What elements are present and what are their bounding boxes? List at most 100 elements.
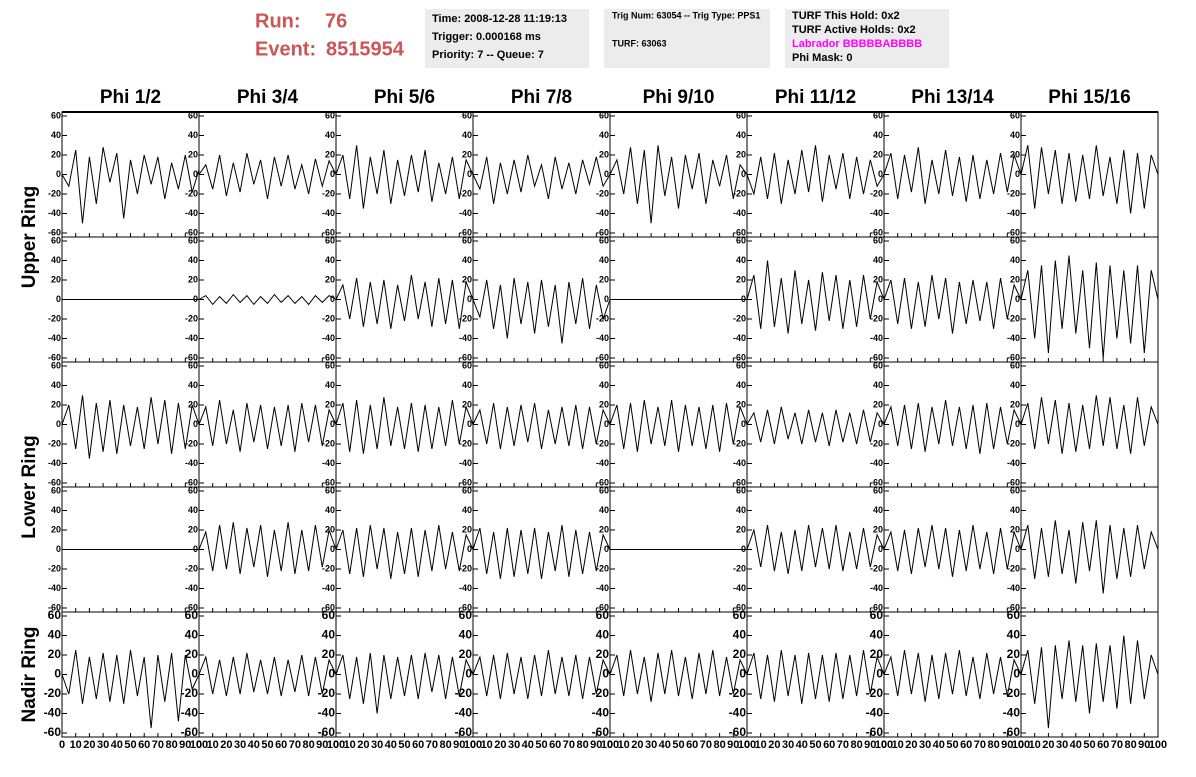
panel-frame	[335, 236, 474, 363]
y-tick-label: -40	[44, 706, 62, 720]
panel-frame	[472, 611, 611, 738]
waveform	[609, 145, 748, 224]
x-tick-label: 80	[302, 739, 314, 751]
y-tick-label: 20	[462, 149, 472, 159]
y-tick-label: -60	[459, 602, 472, 612]
waveform	[198, 152, 337, 199]
y-tick-label: 0	[741, 419, 746, 429]
y-tick-label: 40	[48, 628, 62, 642]
y-tick-label: 0	[467, 544, 472, 554]
x-tick-label: 0	[744, 739, 750, 751]
column-header: Phi 5/6	[374, 87, 435, 108]
panel-frame	[472, 486, 611, 613]
y-tick-label: 0	[604, 169, 609, 179]
y-tick-label: 40	[462, 380, 472, 390]
y-tick-label: 20	[873, 149, 883, 159]
y-tick-label: 20	[325, 524, 335, 534]
y-tick-label: -40	[1003, 706, 1021, 720]
x-tick-label: 100	[601, 739, 619, 751]
x-tick-label: 10	[892, 739, 904, 751]
y-tick-label: 40	[599, 255, 609, 265]
x-tick-label: 100	[738, 739, 756, 751]
y-tick-label: -20	[1007, 563, 1020, 573]
x-tick-label: 0	[1018, 739, 1024, 751]
y-tick-label: -20	[48, 438, 61, 448]
y-tick-label: -60	[596, 352, 609, 362]
y-tick-label: 40	[188, 380, 198, 390]
y-tick-label: -20	[870, 313, 883, 323]
y-tick-label: 20	[462, 524, 472, 534]
waveform	[61, 395, 200, 459]
y-tick-label: 60	[870, 608, 884, 622]
y-tick-label: 0	[56, 544, 61, 554]
y-tick-label: 20	[873, 524, 883, 534]
y-tick-label: -40	[48, 583, 61, 593]
y-tick-label: 60	[188, 360, 198, 370]
y-tick-label: -40	[459, 583, 472, 593]
y-tick-label: 20	[1010, 149, 1020, 159]
y-tick-label: -20	[733, 313, 746, 323]
waveform	[883, 650, 1022, 702]
y-tick-label: -60	[592, 725, 610, 739]
y-tick-label: 0	[467, 294, 472, 304]
y-tick-label: 60	[188, 235, 198, 245]
x-tick-label: 50	[398, 739, 410, 751]
waveform	[746, 145, 885, 204]
y-tick-label: 0	[604, 419, 609, 429]
y-tick-label: -40	[455, 706, 473, 720]
y-tick-label: -60	[48, 602, 61, 612]
y-tick-label: -40	[866, 706, 884, 720]
y-tick-label: 20	[736, 274, 746, 284]
x-tick-label: 80	[713, 739, 725, 751]
y-tick-label: 40	[185, 628, 199, 642]
y-tick-label: 0	[741, 544, 746, 554]
x-tick-label: 40	[933, 739, 945, 751]
y-tick-label: -60	[733, 477, 746, 487]
y-tick-label: 20	[1010, 524, 1020, 534]
y-tick-label: 40	[873, 130, 883, 140]
y-tick-label: -20	[185, 188, 198, 198]
x-tick-label: 80	[987, 739, 999, 751]
panel-frame	[1020, 361, 1159, 488]
x-tick-label: 80	[1124, 739, 1136, 751]
x-tick-label: 10	[344, 739, 356, 751]
y-tick-label: -40	[733, 208, 746, 218]
y-tick-label: -20	[1003, 686, 1021, 700]
x-tick-label: 100	[327, 739, 345, 751]
y-tick-label: 40	[51, 130, 61, 140]
y-tick-label: -60	[185, 477, 198, 487]
y-tick-label: 40	[596, 628, 610, 642]
x-tick-label: 0	[881, 739, 887, 751]
y-tick-label: 60	[736, 235, 746, 245]
panel-frame	[1020, 486, 1159, 613]
y-tick-label: -60	[48, 352, 61, 362]
y-tick-label: 0	[878, 544, 883, 554]
x-tick-label: 30	[508, 739, 520, 751]
x-tick-label: 60	[549, 739, 561, 751]
panel-frame	[883, 361, 1022, 488]
waveform	[198, 652, 337, 697]
column-header: Phi 7/8	[511, 87, 572, 108]
y-tick-label: -60	[596, 227, 609, 237]
x-tick-label: 0	[196, 739, 202, 751]
x-tick-label: 20	[631, 739, 643, 751]
y-tick-label: 40	[51, 505, 61, 515]
turf-box	[785, 9, 949, 68]
y-tick-label: 20	[188, 399, 198, 409]
waveform	[883, 525, 1022, 577]
y-tick-label: 0	[330, 169, 335, 179]
waveform	[1020, 145, 1159, 214]
y-tick-label: 40	[1007, 628, 1021, 642]
y-tick-label: -20	[870, 188, 883, 198]
y-tick-label: 40	[736, 130, 746, 140]
y-tick-label: -60	[1007, 227, 1020, 237]
y-tick-label: 60	[736, 110, 746, 120]
x-tick-label: 20	[905, 739, 917, 751]
y-tick-label: 20	[1010, 399, 1020, 409]
y-tick-label: 20	[1007, 647, 1021, 661]
y-tick-label: -60	[459, 477, 472, 487]
panel-frame	[746, 486, 885, 613]
y-tick-label: 40	[873, 505, 883, 515]
y-tick-label: 20	[51, 149, 61, 159]
y-tick-label: 40	[870, 628, 884, 642]
